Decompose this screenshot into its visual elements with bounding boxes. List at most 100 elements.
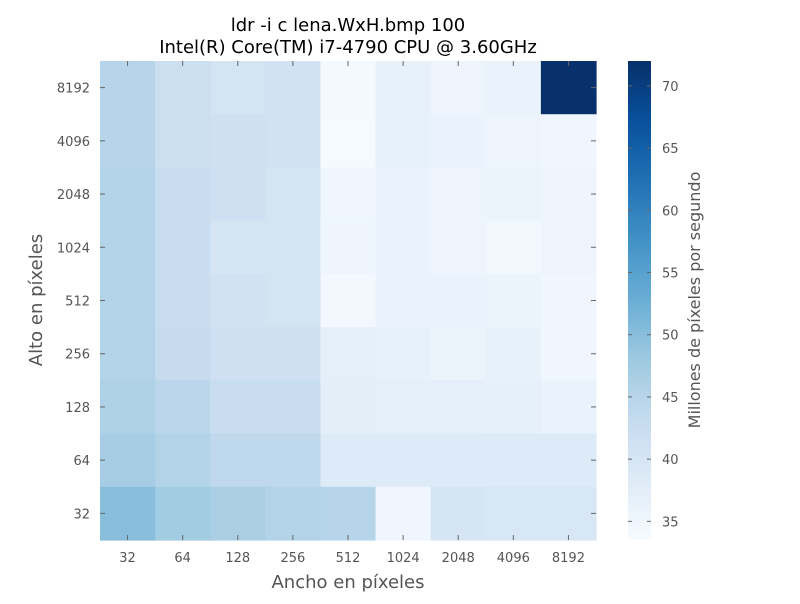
heatmap-cells — [100, 61, 597, 541]
heatmap-cell — [430, 273, 487, 328]
heatmap-cell — [375, 61, 432, 115]
heatmap-cell — [155, 61, 211, 115]
y-axis-ticks: 8192 4096 2048 1024 512 256 128 64 32 — [57, 82, 596, 522]
heatmap-cell — [100, 167, 156, 222]
y-tick-label: 64 — [73, 454, 90, 469]
heatmap-cell — [320, 380, 377, 435]
x-tick-label: 1024 — [387, 551, 420, 566]
y-tick-label: 1024 — [57, 241, 90, 256]
heatmap-cell — [320, 220, 377, 275]
heatmap-cell — [265, 220, 322, 275]
heatmap-cell — [430, 220, 487, 275]
heatmap-cell — [430, 486, 487, 541]
heatmap-cell — [100, 380, 156, 435]
x-tick-label: 4096 — [497, 551, 530, 566]
y-tick-label: 128 — [65, 401, 90, 416]
heatmap-cell — [100, 114, 156, 169]
heatmap-cell — [540, 61, 597, 115]
x-tick-label: 128 — [225, 551, 250, 566]
heatmap-cell — [155, 114, 211, 169]
heatmap-cell — [320, 273, 377, 328]
heatmap-cell — [375, 433, 432, 488]
colorbar-ticks: 35 40 45 50 55 60 65 70 — [628, 80, 679, 530]
heatmap-cell — [485, 273, 542, 328]
heatmap-cell — [485, 114, 542, 169]
x-axis-ticks: 32 64 128 256 512 1024 2048 4096 8192 — [119, 61, 585, 566]
heatmap-cell — [100, 61, 156, 115]
colorbar-tick-label: 65 — [662, 142, 679, 157]
chart-title-line-2: Intel(R) Core(TM) i7-4790 CPU @ 3.60GHz — [159, 37, 537, 58]
heatmap-cell — [375, 114, 432, 169]
heatmap-cell — [265, 114, 322, 169]
heatmap-cell — [210, 486, 266, 541]
heatmap-cell — [265, 486, 322, 541]
heatmap-cell — [155, 220, 211, 275]
y-tick-label: 2048 — [57, 188, 90, 203]
heatmap-cell — [210, 167, 266, 222]
heatmap-cell — [540, 486, 597, 541]
colorbar-tick-label: 50 — [662, 329, 679, 344]
heatmap-cell — [210, 273, 266, 328]
heatmap-cell — [265, 380, 322, 435]
heatmap-cell — [265, 327, 322, 381]
heatmap-cell — [375, 220, 432, 275]
y-axis-label: Alto en píxeles — [26, 234, 47, 366]
heatmap-cell — [100, 486, 156, 541]
heatmap-cell — [375, 327, 432, 381]
heatmap-cell — [265, 273, 322, 328]
heatmap-cell — [265, 433, 322, 488]
x-tick-label: 8192 — [552, 551, 585, 566]
heatmap-cell — [485, 61, 542, 115]
heatmap-cell — [155, 273, 211, 328]
heatmap-cell — [485, 220, 542, 275]
colorbar — [628, 61, 651, 540]
heatmap-cell — [540, 220, 597, 275]
y-tick-label: 4096 — [57, 135, 90, 150]
y-tick-label: 256 — [65, 348, 90, 363]
heatmap-cell — [155, 167, 211, 222]
x-axis-label: Ancho en píxeles — [271, 572, 424, 593]
colorbar-label: Millones de píxeles por segundo — [685, 172, 704, 429]
x-tick-label: 32 — [119, 551, 136, 566]
heatmap-cell — [100, 327, 156, 381]
heatmap-cell — [430, 327, 487, 381]
heatmap-cell — [155, 380, 211, 435]
colorbar-tick-label: 45 — [662, 391, 679, 406]
x-tick-label: 512 — [336, 551, 361, 566]
heatmap-cell — [540, 167, 597, 222]
heatmap-cell — [375, 486, 432, 541]
heatmap-cell — [540, 273, 597, 328]
colorbar-tick-label: 40 — [662, 453, 679, 468]
heatmap-cell — [540, 327, 597, 381]
heatmap-cell — [485, 167, 542, 222]
heatmap-cell — [210, 327, 266, 381]
heatmap-cell — [430, 433, 487, 488]
y-tick-label: 512 — [65, 295, 90, 310]
heatmap-cell — [540, 114, 597, 169]
chart-title-line-1: ldr -i c lena.WxH.bmp 100 — [231, 15, 465, 36]
heatmap-cell — [375, 273, 432, 328]
heatmap-cell — [540, 380, 597, 435]
heatmap-cell — [485, 327, 542, 381]
heatmap-cell — [430, 167, 487, 222]
colorbar-tick-label: 55 — [662, 267, 679, 282]
heatmap-cell — [210, 220, 266, 275]
heatmap-cell — [155, 486, 211, 541]
heatmap-cell — [430, 61, 487, 115]
y-tick-label: 8192 — [57, 82, 90, 97]
heatmap-cell — [100, 433, 156, 488]
heatmap-cell — [100, 220, 156, 275]
heatmap-cell — [485, 380, 542, 435]
colorbar-tick-label: 35 — [662, 515, 679, 530]
heatmap-cell — [100, 273, 156, 328]
heatmap-cell — [210, 433, 266, 488]
x-tick-label: 2048 — [442, 551, 475, 566]
heatmap-cell — [485, 486, 542, 541]
heatmap-cell — [210, 380, 266, 435]
heatmap-cell — [540, 433, 597, 488]
heatmap-cell — [320, 486, 377, 541]
heatmap-cell — [320, 114, 377, 169]
heatmap-cell — [320, 327, 377, 381]
heatmap-cell — [155, 433, 211, 488]
heatmap-cell — [210, 114, 266, 169]
